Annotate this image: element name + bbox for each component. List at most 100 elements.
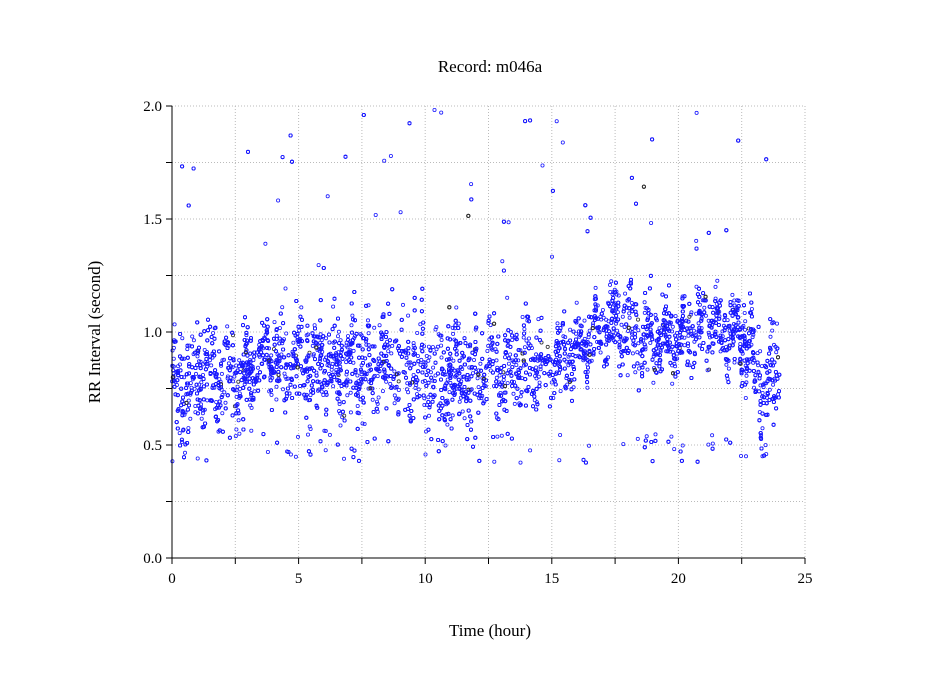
- data-point: [694, 284, 699, 289]
- data-point: [488, 323, 493, 328]
- data-point: [345, 355, 350, 360]
- data-point: [743, 319, 748, 324]
- data-point: [342, 413, 347, 418]
- data-point: [763, 443, 768, 448]
- data-point: [540, 163, 545, 168]
- data-point: [447, 390, 452, 395]
- data-point: [265, 449, 270, 454]
- data-point: [418, 322, 423, 327]
- data-point: [636, 341, 641, 346]
- data-point: [651, 380, 656, 385]
- data-point: [522, 327, 527, 332]
- data-point: [558, 389, 563, 394]
- data-point: [392, 369, 397, 374]
- data-point: [706, 442, 711, 447]
- data-point: [182, 375, 187, 380]
- data-point: [325, 194, 330, 199]
- data-point: [426, 358, 431, 363]
- data-point: [574, 331, 579, 336]
- data-point: [432, 108, 437, 113]
- data-point: [518, 460, 523, 465]
- data-point: [226, 361, 231, 366]
- data-point: [566, 354, 571, 359]
- data-point: [249, 405, 254, 410]
- data-point: [435, 344, 440, 349]
- data-point: [327, 432, 332, 437]
- data-point: [560, 140, 565, 145]
- data-point: [621, 338, 626, 343]
- data-point: [774, 350, 779, 355]
- data-point: [370, 397, 375, 402]
- data-point: [680, 294, 685, 299]
- data-point: [230, 333, 235, 338]
- data-point: [593, 285, 598, 290]
- data-point: [501, 370, 506, 375]
- data-point: [629, 300, 634, 305]
- data-point: [486, 361, 491, 366]
- data-point: [199, 380, 204, 385]
- data-point: [439, 337, 444, 342]
- data-point: [439, 110, 444, 115]
- data-point: [457, 399, 462, 404]
- data-point: [396, 387, 401, 392]
- data-point: [182, 356, 187, 361]
- data-point: [433, 373, 438, 378]
- data-point: [611, 330, 616, 335]
- data-point: [468, 344, 473, 349]
- data-point: [434, 325, 439, 330]
- data-point: [749, 306, 754, 311]
- data-points: [170, 108, 782, 465]
- data-point: [653, 432, 658, 437]
- data-point: [696, 321, 701, 326]
- data-point: [767, 387, 772, 392]
- data-point: [288, 452, 293, 457]
- data-point: [555, 321, 560, 326]
- data-point: [758, 383, 763, 388]
- data-point: [176, 364, 181, 369]
- data-point: [775, 321, 780, 326]
- data-point: [283, 374, 288, 379]
- data-point: [495, 365, 500, 370]
- data-point: [388, 381, 393, 386]
- data-point: [532, 398, 537, 403]
- data-point: [235, 384, 240, 389]
- data-point: [439, 355, 444, 360]
- data-point: [511, 391, 516, 396]
- data-point: [182, 412, 187, 417]
- data-point: [252, 389, 257, 394]
- data-point: [390, 343, 395, 348]
- data-point: [209, 363, 214, 368]
- data-point: [380, 389, 385, 394]
- data-point: [710, 433, 715, 438]
- data-point: [337, 401, 342, 406]
- data-point: [272, 320, 277, 325]
- data-point: [331, 304, 336, 309]
- data-point: [242, 382, 247, 387]
- data-point: [697, 302, 702, 307]
- data-point: [211, 331, 216, 336]
- data-point: [244, 379, 249, 384]
- data-point: [377, 323, 382, 328]
- data-point: [752, 385, 757, 390]
- data-point: [306, 332, 311, 337]
- data-point: [534, 352, 539, 357]
- data-point: [348, 410, 353, 415]
- data-point: [538, 367, 543, 372]
- data-point: [431, 365, 436, 370]
- data-point: [718, 335, 723, 340]
- data-point: [672, 361, 677, 366]
- data-point: [549, 380, 554, 385]
- data-point: [274, 397, 279, 402]
- data-point: [636, 328, 641, 333]
- data-point: [171, 345, 176, 350]
- data-point: [179, 439, 184, 444]
- data-point: [317, 380, 322, 385]
- data-point: [248, 357, 253, 362]
- data-point: [345, 393, 350, 398]
- data-point: [623, 291, 628, 296]
- data-point: [545, 344, 550, 349]
- data-point: [279, 352, 284, 357]
- data-point: [237, 358, 242, 363]
- data-point: [680, 443, 685, 448]
- data-point: [363, 339, 368, 344]
